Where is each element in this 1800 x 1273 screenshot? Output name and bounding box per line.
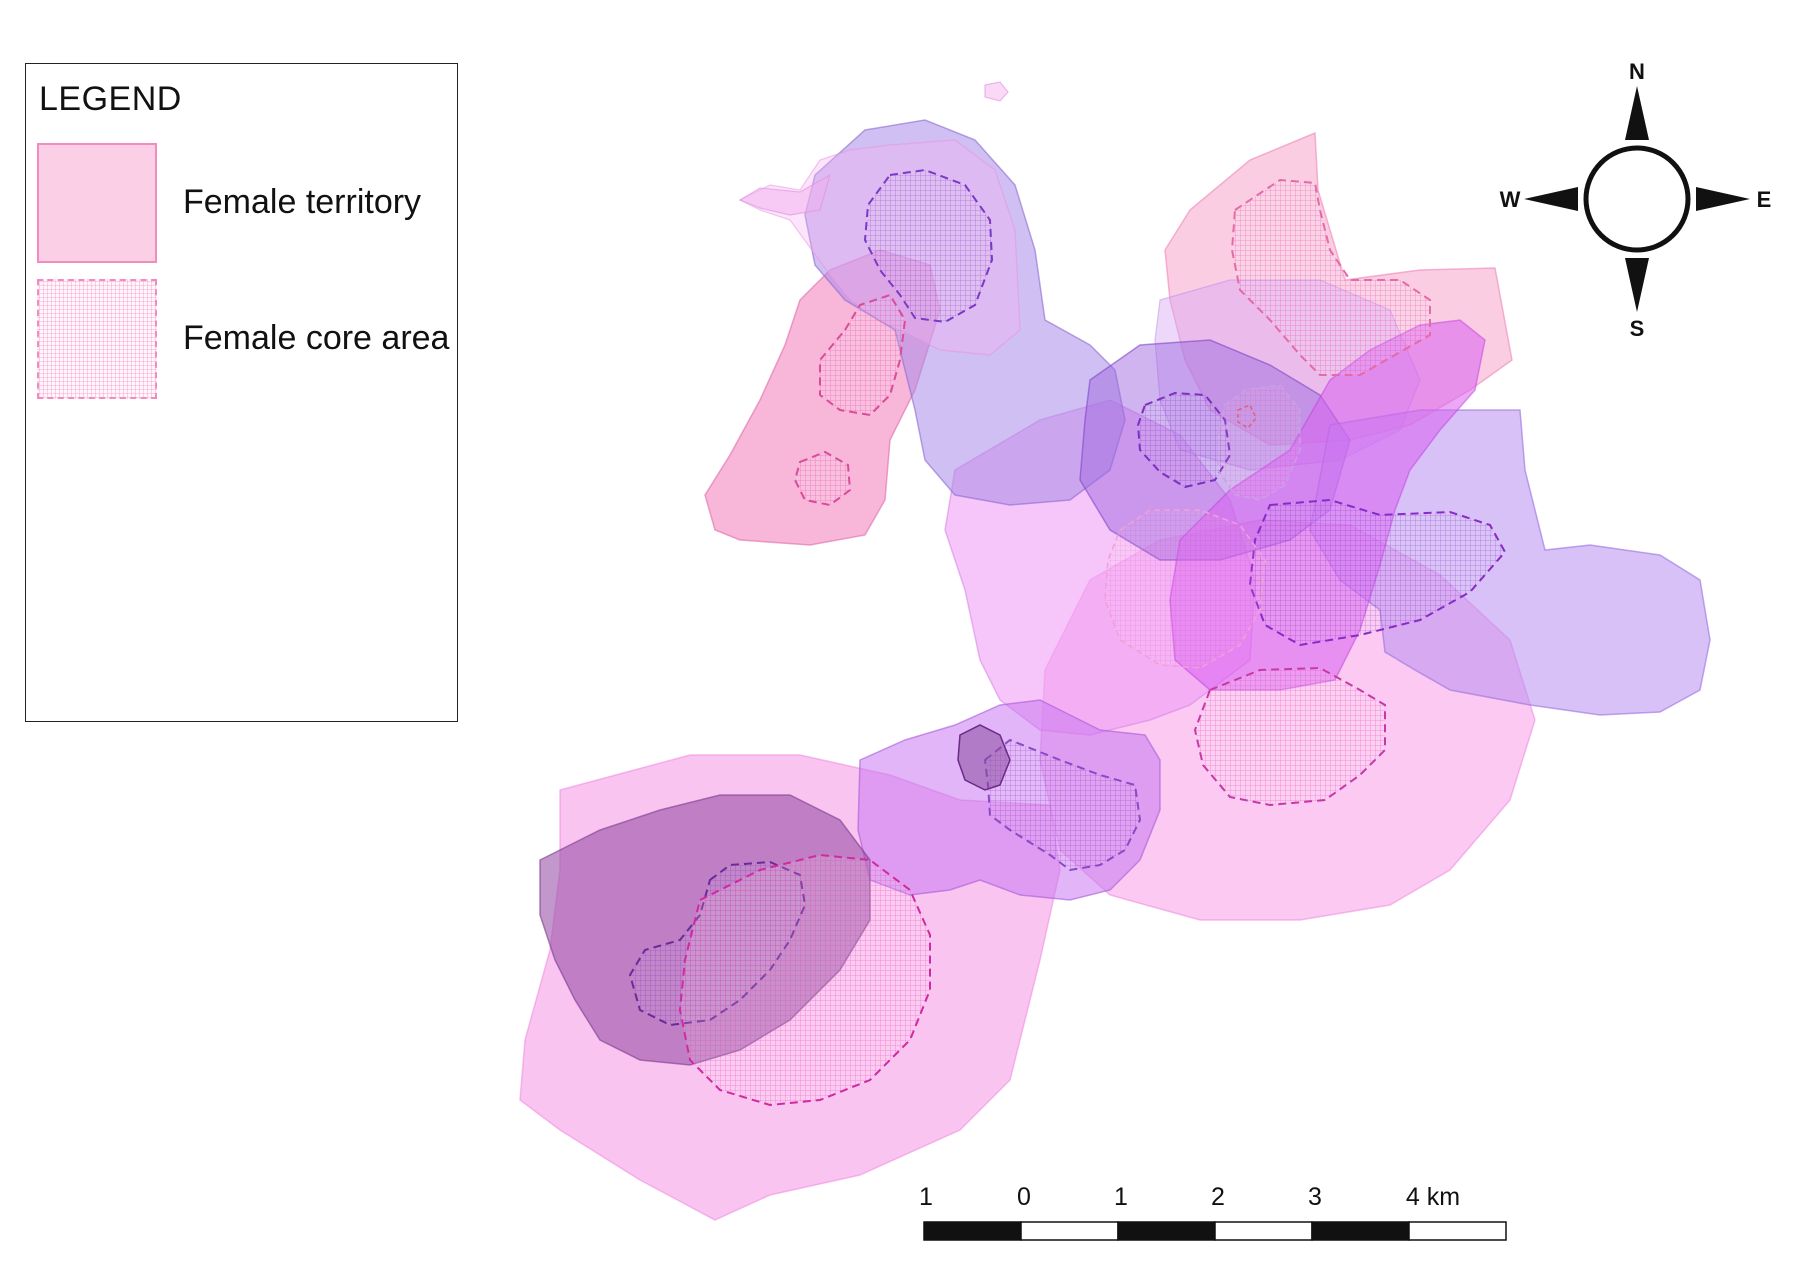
legend-box: LEGEND Female territory Female core area — [25, 63, 458, 722]
scale-segment-3 — [1117, 1221, 1216, 1241]
scale-label-3: 2 — [1211, 1183, 1225, 1211]
core-areas — [628, 168, 1507, 1107]
territory-small-north — [984, 81, 1009, 102]
core-area-north-east-pink — [1230, 178, 1431, 376]
compass-w-label: W — [1500, 187, 1521, 212]
core-area-small-dark — [957, 724, 1011, 791]
compass-north-arrow — [1625, 86, 1649, 140]
scale-label-1: 0 — [1017, 1183, 1031, 1211]
core-area-central-west-faint — [1104, 509, 1266, 669]
legend-label-female-core-area: Female core area — [183, 319, 450, 357]
compass-west-arrow — [1524, 187, 1578, 211]
core-area-central-south-purple — [983, 738, 1142, 872]
core-area-tiny-north — [1237, 404, 1257, 429]
scale-label-4: 3 — [1308, 1183, 1322, 1211]
scale-bar: 1 0 1 2 3 4 km — [919, 1183, 1507, 1241]
scale-segment-6 — [1408, 1221, 1507, 1241]
core-area-central-faint — [1217, 384, 1301, 501]
core-area-north-west-purple — [863, 168, 994, 324]
compass-e-label: E — [1757, 187, 1772, 212]
core-area-south-east-magenta — [1193, 666, 1386, 807]
legend-item-female-territory: Female territory — [37, 143, 457, 267]
core-area-north-west-small — [793, 450, 852, 507]
compass-south-arrow — [1625, 258, 1649, 312]
legend-title: LEGEND — [39, 80, 182, 118]
scale-segment-5 — [1311, 1221, 1410, 1241]
compass-east-arrow — [1696, 187, 1750, 211]
core-area-swatch — [37, 279, 157, 399]
scale-segment-2 — [1020, 1221, 1119, 1241]
legend-item-female-core-area: Female core area — [37, 279, 457, 403]
scale-label-5: 4 km — [1406, 1183, 1460, 1211]
compass-n-label: N — [1629, 59, 1645, 84]
core-area-south-west-magenta — [678, 853, 931, 1107]
territory-north-west-sliver — [738, 173, 831, 216]
core-area-north-west-pink — [819, 293, 907, 417]
compass-circle — [1583, 145, 1691, 253]
compass-s-label: S — [1630, 316, 1645, 341]
core-area-central-purple — [1136, 391, 1232, 489]
territory-swatch — [37, 143, 157, 263]
scale-segment-4 — [1214, 1221, 1313, 1241]
compass-rose: N S E W — [1500, 59, 1772, 341]
scale-segment-1 — [923, 1221, 1022, 1241]
scale-label-2: 1 — [1114, 1183, 1128, 1211]
legend-label-female-territory: Female territory — [183, 183, 422, 221]
scale-label-0: 1 — [919, 1183, 933, 1211]
